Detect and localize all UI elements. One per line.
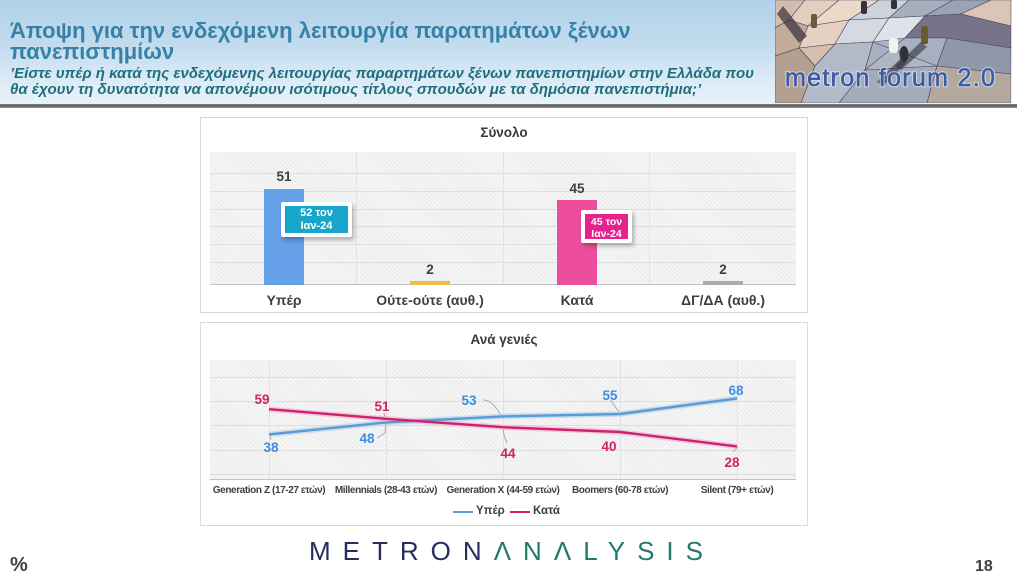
svg-text:metron forum 2.0: metron forum 2.0 (785, 64, 996, 92)
svg-text:metron forum 2.0: metron forum 2.0 (785, 64, 996, 92)
